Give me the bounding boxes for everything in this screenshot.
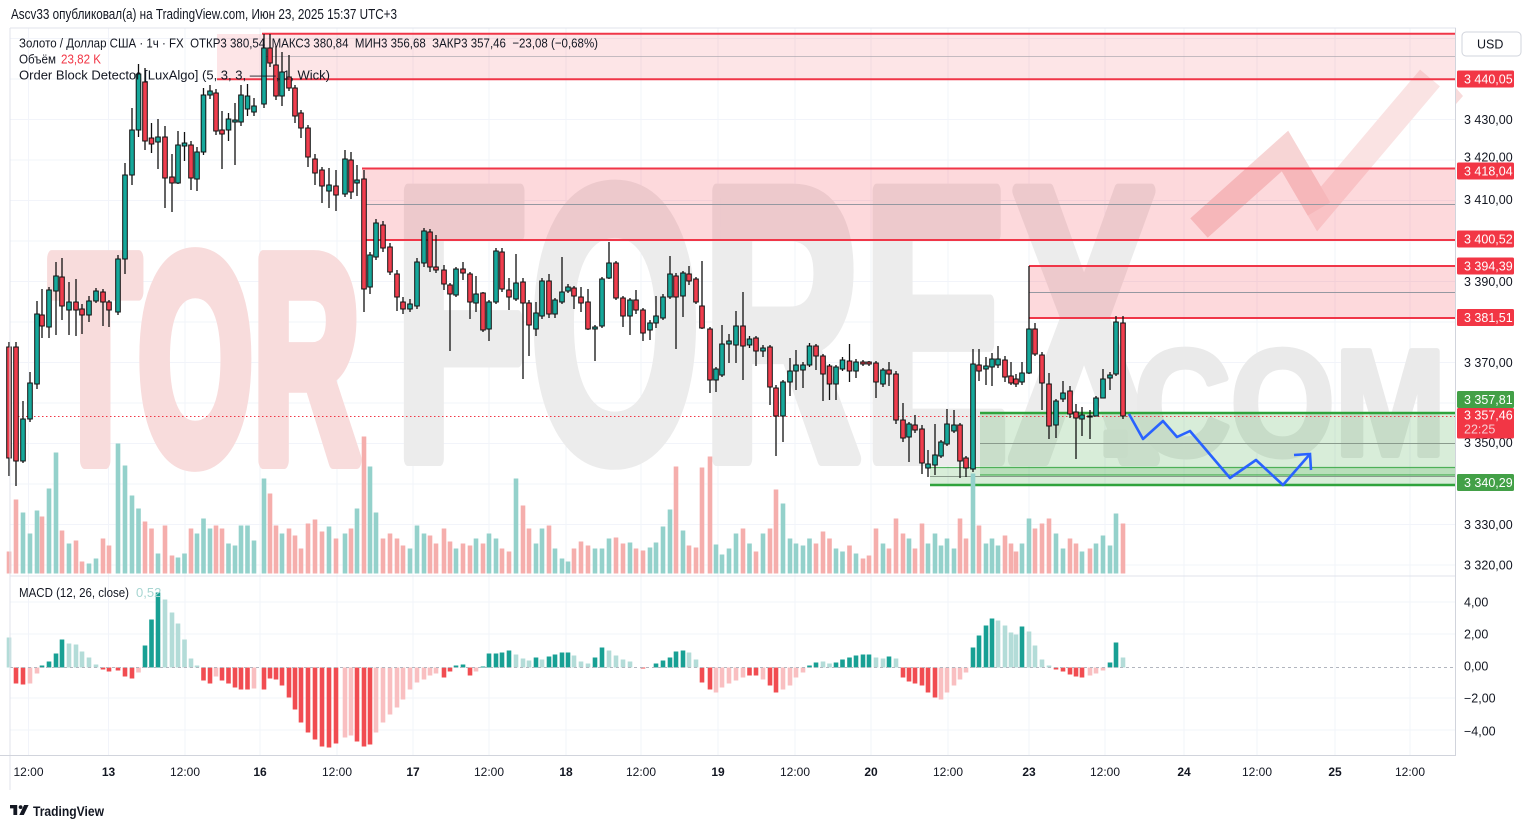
- svg-text:23,82 K: 23,82 K: [61, 52, 101, 67]
- svg-text:12:00: 12:00: [933, 765, 963, 779]
- svg-text:12:00: 12:00: [322, 765, 352, 779]
- svg-text:0,52: 0,52: [136, 585, 161, 600]
- svg-text:13: 13: [102, 765, 116, 779]
- svg-text:23: 23: [1022, 765, 1036, 779]
- svg-text:3 440,05: 3 440,05: [1464, 72, 1513, 86]
- svg-text:3 394,39: 3 394,39: [1464, 259, 1513, 273]
- svg-text:3 418,04: 3 418,04: [1464, 164, 1513, 178]
- svg-text:12:00: 12:00: [780, 765, 810, 779]
- svg-text:12:00: 12:00: [1090, 765, 1120, 779]
- svg-text:MACD (12, 26, close): MACD (12, 26, close): [19, 585, 129, 600]
- svg-text:20: 20: [864, 765, 878, 779]
- svg-text:3 330,00: 3 330,00: [1464, 518, 1513, 532]
- svg-text:.COM: .COM: [1097, 318, 1446, 487]
- svg-text:12:00: 12:00: [170, 765, 200, 779]
- svg-text:3 420,00: 3 420,00: [1464, 150, 1513, 164]
- svg-text:17: 17: [406, 765, 420, 779]
- svg-text:Order Block Detector [LuxAlgo]: Order Block Detector [LuxAlgo] (5, 3, 3,…: [19, 68, 330, 83]
- svg-text:25: 25: [1328, 765, 1342, 779]
- svg-text:TOR: TOR: [50, 196, 360, 522]
- svg-text:3 340,29: 3 340,29: [1464, 476, 1513, 490]
- svg-text:3 430,00: 3 430,00: [1464, 113, 1513, 127]
- svg-text:12:00: 12:00: [1395, 765, 1425, 779]
- svg-text:3 357,46: 3 357,46: [1464, 409, 1513, 423]
- svg-text:19: 19: [711, 765, 725, 779]
- svg-text:FOREX: FOREX: [393, 106, 1159, 542]
- svg-text:12:00: 12:00: [13, 765, 43, 779]
- svg-text:Объём: Объём: [19, 52, 56, 67]
- svg-text:−2,00: −2,00: [1464, 691, 1496, 705]
- svg-text:Золото / Доллар США · 1ч · FX: Золото / Доллар США · 1ч · FX ОТКР3 380,…: [19, 36, 598, 51]
- svg-text:3 410,00: 3 410,00: [1464, 193, 1513, 207]
- svg-text:3 400,52: 3 400,52: [1464, 232, 1513, 246]
- svg-text:4,00: 4,00: [1464, 595, 1488, 609]
- svg-text:3 390,00: 3 390,00: [1464, 275, 1513, 289]
- svg-text:24: 24: [1177, 765, 1191, 779]
- svg-text:18: 18: [559, 765, 573, 779]
- svg-text:Ascv33 опубликовал(а) на Tradi: Ascv33 опубликовал(а) на TradingView.com…: [11, 7, 397, 23]
- svg-text:TradingView: TradingView: [33, 804, 105, 820]
- svg-text:3 381,51: 3 381,51: [1464, 311, 1513, 325]
- svg-text:2,00: 2,00: [1464, 627, 1488, 641]
- svg-text:12:00: 12:00: [626, 765, 656, 779]
- svg-text:0,00: 0,00: [1464, 659, 1488, 673]
- svg-text:12:00: 12:00: [474, 765, 504, 779]
- svg-text:−4,00: −4,00: [1464, 724, 1496, 738]
- svg-text:3 357,81: 3 357,81: [1464, 393, 1513, 407]
- svg-text:3 350,00: 3 350,00: [1464, 436, 1513, 450]
- svg-text:12:00: 12:00: [1242, 765, 1272, 779]
- svg-text:22:25: 22:25: [1464, 423, 1495, 437]
- svg-text:16: 16: [253, 765, 267, 779]
- svg-text:3 370,00: 3 370,00: [1464, 356, 1513, 370]
- svg-text:USD: USD: [1477, 38, 1503, 52]
- svg-text:3 320,00: 3 320,00: [1464, 558, 1513, 572]
